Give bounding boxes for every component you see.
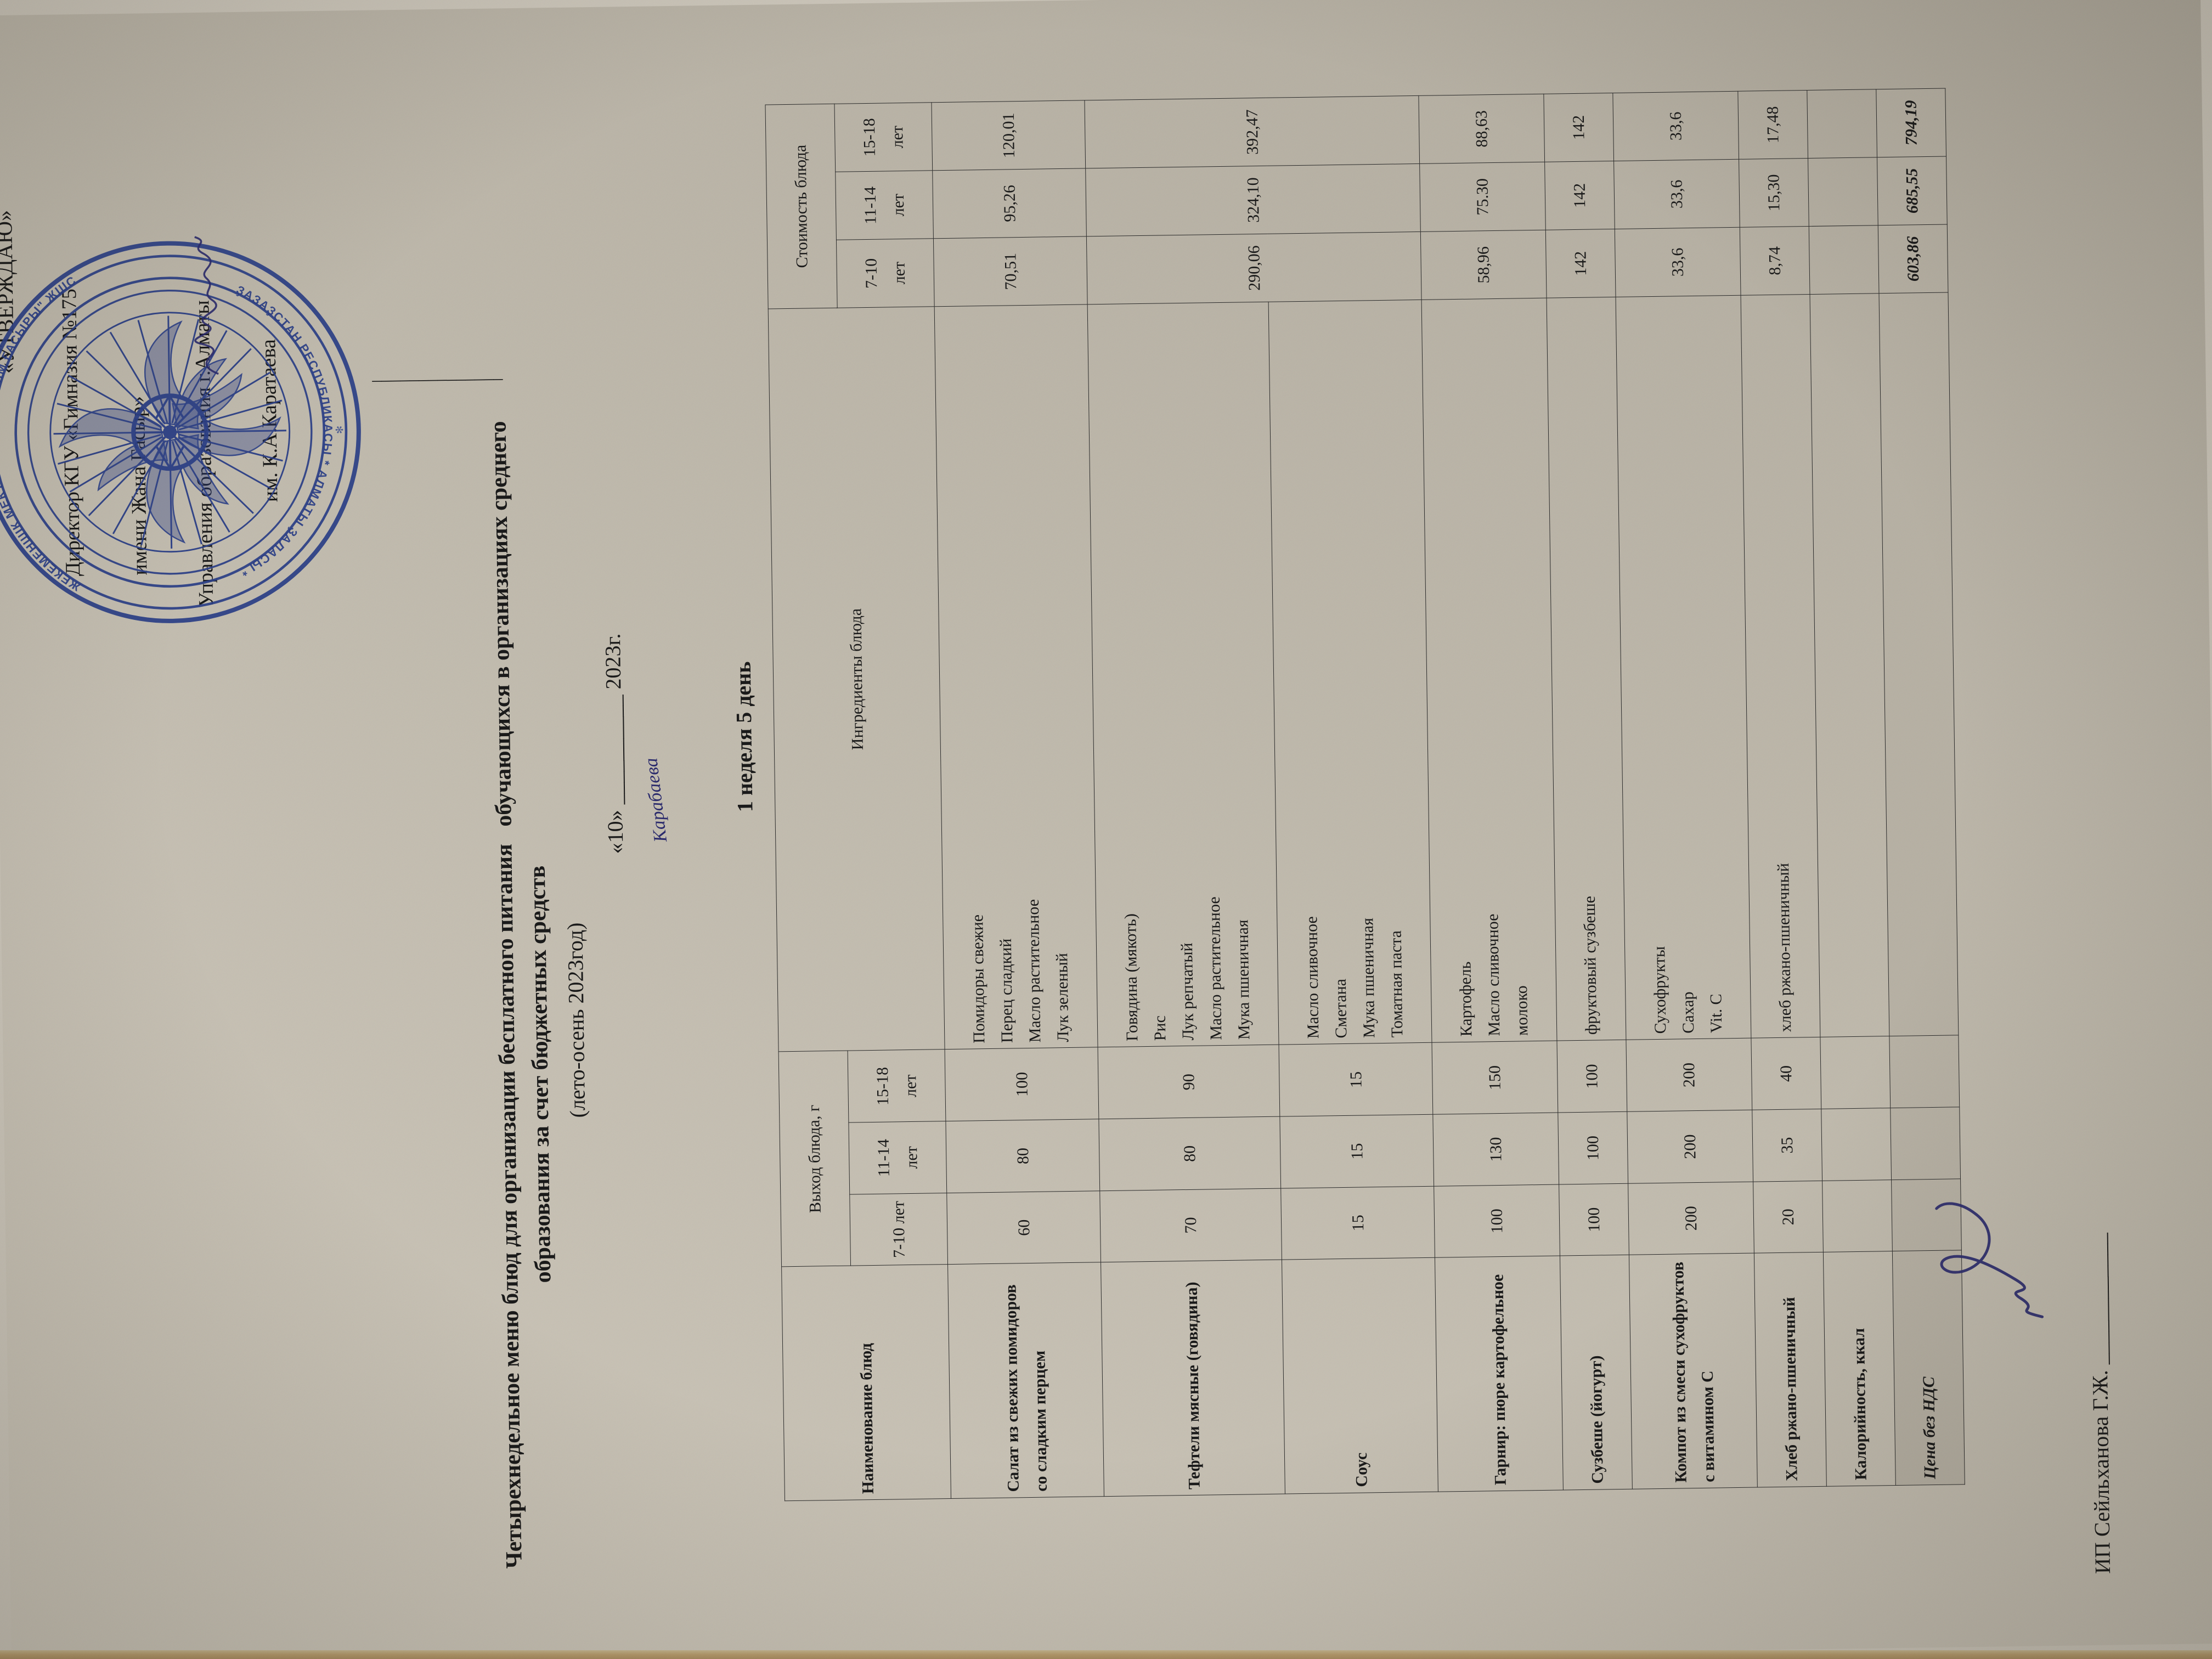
svg-text:✻: ✻	[334, 426, 345, 435]
